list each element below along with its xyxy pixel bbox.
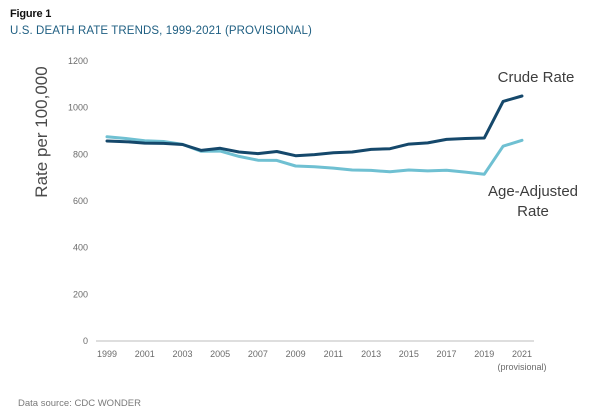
y-tick-label: 200: [73, 289, 88, 299]
series-labels: Crude Rate Age-Adjusted Rate: [488, 69, 578, 220]
series-label-age-adjusted-rate: Age-Adjusted Rate: [488, 183, 578, 220]
y-tick-label: 800: [73, 149, 88, 159]
y-tick-label: 0: [83, 336, 88, 346]
series-label-line: Age-Adjusted: [488, 183, 578, 200]
series-label-line: Rate: [517, 203, 549, 220]
y-axis: 0 200 400 600 800 1000 1200 Rate per 100,000: [32, 56, 88, 346]
x-tick-label: 2015: [399, 349, 419, 359]
x-tick-label: 2005: [210, 349, 230, 359]
x-tick-label: 2003: [172, 349, 192, 359]
y-tick-label: 600: [73, 196, 88, 206]
x-tick-note: (provisional): [497, 362, 546, 372]
x-tick-label: 2019: [474, 349, 494, 359]
y-tick-label: 400: [73, 243, 88, 253]
series-label-line: Crude Rate: [498, 69, 575, 86]
series-label-crude-rate: Crude Rate: [498, 69, 575, 86]
x-tick-label: 2013: [361, 349, 381, 359]
series-line-crude-rate: [105, 94, 524, 158]
data-source-note: Data source: CDC WONDER: [18, 398, 141, 409]
line-chart: 0 200 400 600 800 1000 1200 Rate per 100,000 19…: [32, 56, 578, 372]
y-tick-label: 1200: [68, 56, 88, 66]
x-tick-label: 2009: [286, 349, 306, 359]
x-tick-label: 2001: [135, 349, 155, 359]
chart-title: U.S. DEATH RATE TRENDS, 1999-2021 (PROVI…: [10, 25, 312, 37]
series-lines: [105, 94, 524, 176]
x-tick-label: 1999: [97, 349, 117, 359]
x-tick-label: 2017: [437, 349, 457, 359]
y-axis-label: Rate per 100,000: [32, 66, 51, 197]
x-axis: 1999 2001 2003 2005 2007 2009 2011 2013 2015 2017…: [96, 340, 547, 372]
x-tick-label: 2011: [324, 349, 343, 359]
x-tick-label: 2007: [248, 349, 268, 359]
y-tick-label: 1000: [68, 103, 88, 113]
x-tick-label: 2021: [512, 349, 532, 359]
figure-label: Figure 1: [10, 8, 52, 20]
